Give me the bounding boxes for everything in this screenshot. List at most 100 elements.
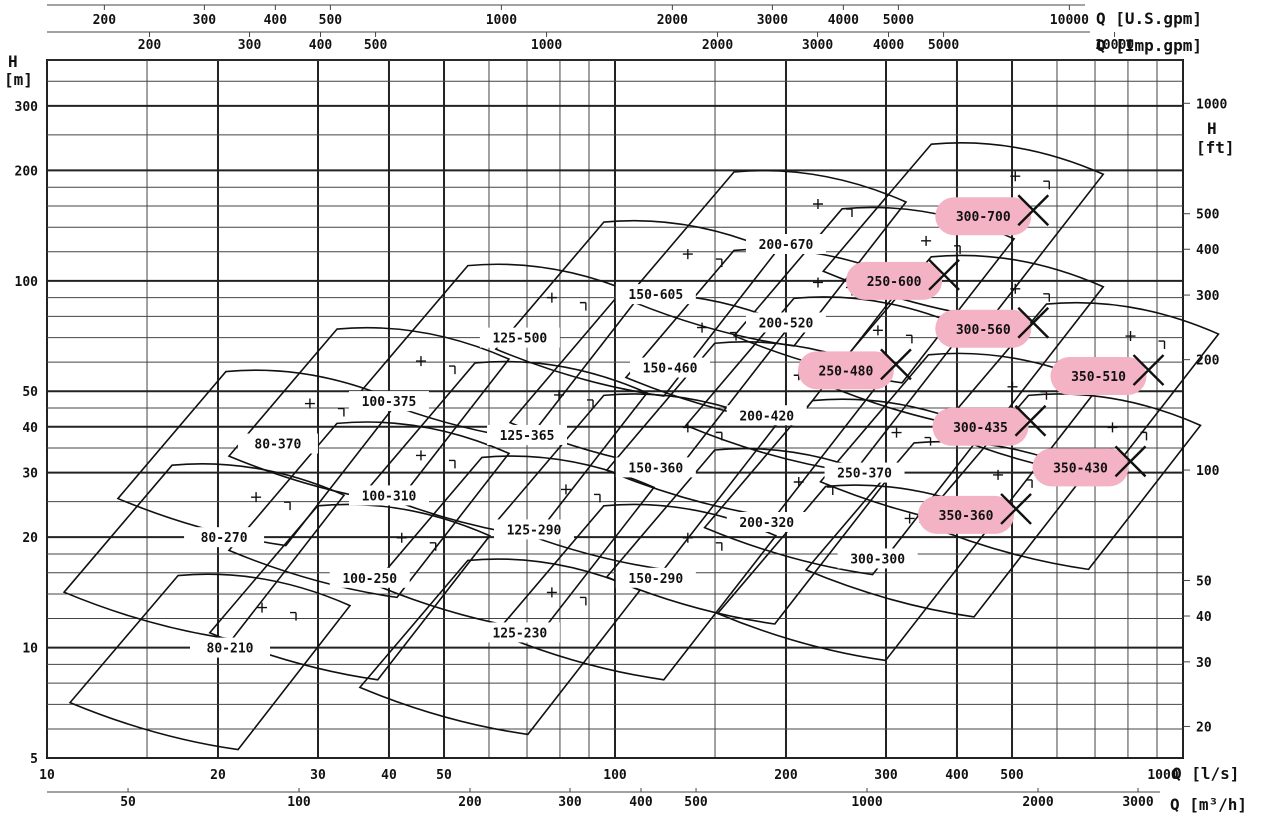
pump-tile-80-270 [62,463,346,641]
highlight-pill [1032,448,1129,487]
cross-marker [880,348,912,381]
curve-end-marker [337,407,345,417]
curve-end-marker [1040,391,1048,400]
bottom-m3h-tick-label: 3000 [1122,795,1153,810]
bottom-m3h-tick-label: 50 [120,795,136,810]
top-usgpm-tick-label: 2000 [657,13,688,28]
label-background [615,567,696,588]
left-tick-label: 300 [15,100,39,115]
top-impgpm-tick-label: 1000 [531,38,562,53]
bep-marker [1010,171,1021,182]
label-background [615,457,696,478]
pump-label: 300-435 [953,421,1008,436]
right-tick-label: 50 [1196,574,1212,589]
pump-tile-100-310 [227,421,511,599]
pump-label: 150-605 [628,288,683,303]
highlight-pill [935,309,1032,348]
bottom-ls-tick-label: 10 [39,768,55,783]
bep-marker [560,484,571,495]
curve-end-marker [954,245,961,254]
top-usgpm-tick-label: 4000 [828,13,859,28]
label-background [726,511,807,532]
highlight-markers [184,194,1165,658]
right-axis-title-h: H [1207,119,1217,138]
label-background [479,327,560,348]
label-background [615,284,696,305]
bep-marker [304,398,315,409]
axis-titles: H [m] H [ft] Q [U.S.gpm] Q [Imp.gpm] Q [… [4,9,1247,814]
curve-end-marker [826,486,834,495]
curve-end-marker [905,334,913,344]
bep-marker [812,199,823,210]
bep-marker [872,325,883,336]
curve-end-marker [290,611,297,621]
bep-marker [546,292,557,303]
pump-label: 100-310 [362,489,417,504]
left-tick-label: 200 [15,164,39,179]
pump-label: 125-290 [507,523,562,538]
pump-tile-300-560 [821,254,1105,432]
pump-label: 125-500 [492,332,547,347]
curve-end-marker [845,208,853,218]
bep-marker [891,427,902,438]
left-tick-label: 40 [22,421,38,436]
cross-marker [1132,354,1165,386]
pump-label: 150-360 [628,461,683,476]
top-usgpm-tick-label: 400 [264,13,288,28]
top-impgpm-tick-label: 5000 [928,38,959,53]
right-tick-label: 500 [1196,208,1220,223]
top-usgpm-tick-label: 1000 [486,13,517,28]
highlight-pill [918,495,1015,534]
curve-end-marker [1043,293,1050,302]
bottom-ls-tick-label: 500 [1000,768,1024,783]
top-impgpm-tick-label: 2000 [702,38,733,53]
right-tick-label: 400 [1196,243,1220,258]
left-axis-title-unit: [m] [4,70,33,89]
left-tick-label: 20 [22,531,38,546]
bep-marker [1007,381,1018,392]
top-usgpm-tick-label: 5000 [883,13,914,28]
curve-end-marker [1043,180,1050,190]
bep-marker [812,277,823,288]
bottom-m3h-tick-label: 400 [629,795,653,810]
top-impgpm-tick-label: 3000 [802,38,833,53]
bep-marker [904,513,915,524]
top-impgpm-tick-label: 200 [138,38,162,53]
top-impgpm-tick-label: 10000 [1095,38,1134,53]
pump-label: 100-250 [342,572,397,587]
label-background [745,234,826,255]
pump-tile-125-500 [358,263,642,441]
pump-label: 200-670 [759,238,814,253]
bottom-ls-tick-label: 50 [436,768,452,783]
curve-end-marker [587,399,594,408]
top-usgpm-tick-label: 10000 [1050,13,1089,28]
curve-end-marker [579,301,587,311]
pump-label: 80-270 [201,531,248,546]
bep-marker [921,235,932,246]
bep-marker [251,492,262,503]
curve-end-marker [579,596,587,606]
label-background [493,519,574,540]
label-background [824,462,905,483]
left-tick-label: 5 [30,752,38,767]
bottom-m3h-tick-label: 2000 [1022,795,1053,810]
pump-label: 350-360 [939,509,994,524]
bep-marker [1107,422,1118,433]
pump-label: 125-230 [492,626,547,641]
label-background [630,357,711,378]
pump-tile-100-375 [227,326,511,504]
cross-marker [1114,445,1147,478]
pump-tile-250-600 [732,206,1016,384]
top-axis-title-usgpm: Q [U.S.gpm] [1096,9,1202,28]
top-usgpm-tick-label: 200 [93,13,117,28]
bep-marker [415,356,426,367]
left-tick-label: 50 [22,385,38,400]
right-tick-label: 1000 [1196,97,1227,112]
curve-end-marker [448,365,456,375]
bottom-ls-tick-label: 20 [210,768,226,783]
bottom-ls-tick-label: 1000 [1147,768,1178,783]
label-background [348,485,429,506]
pump-label: 200-420 [739,409,794,424]
label-background [726,405,807,426]
